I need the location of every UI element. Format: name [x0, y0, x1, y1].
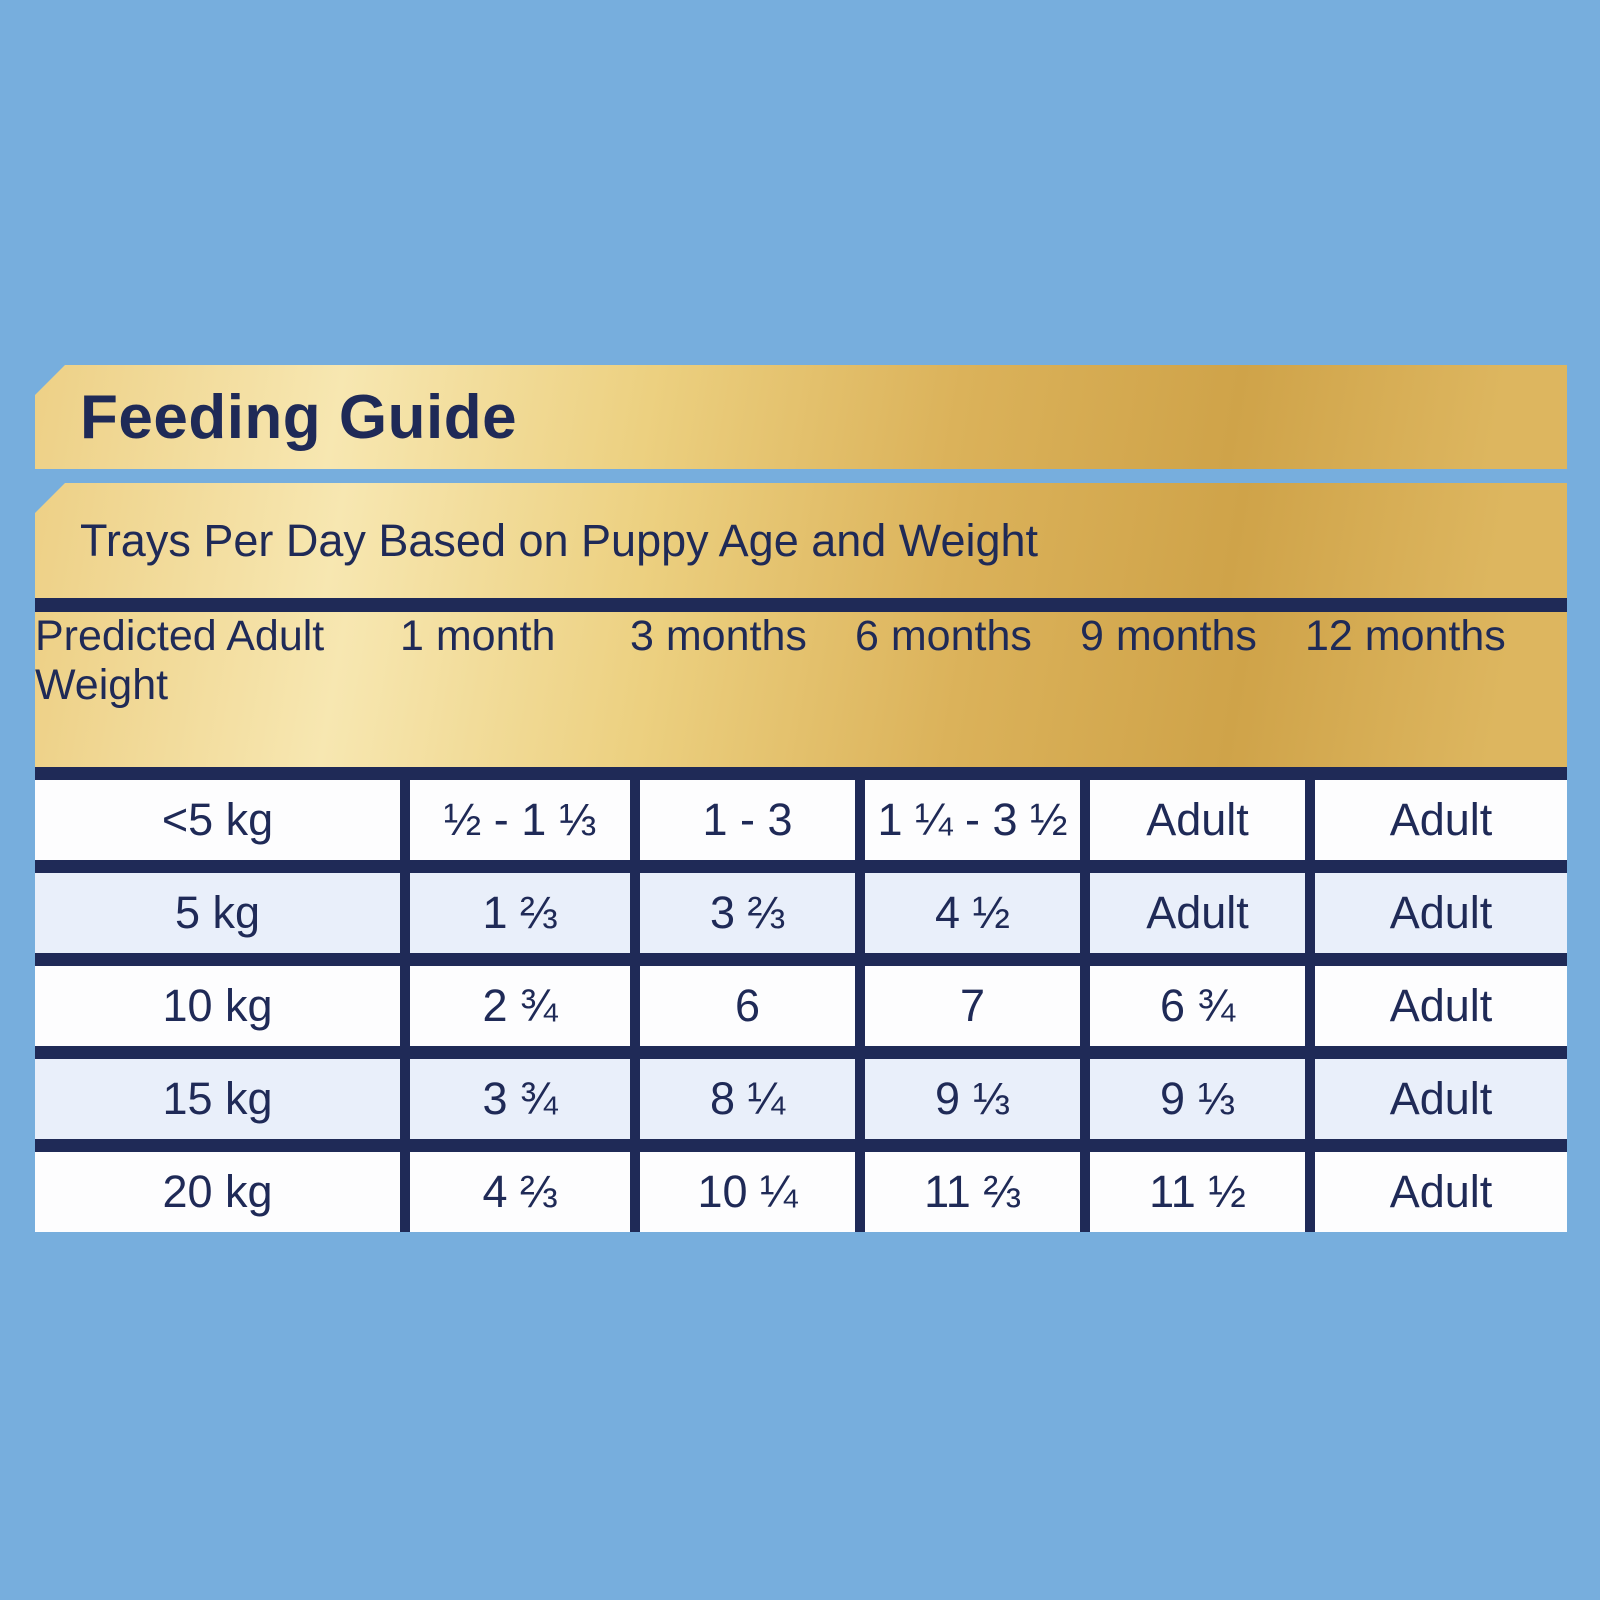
table-header-row: Predicted Adult Weight 1 month 3 months … [35, 598, 1567, 767]
trays-cell: 6 [630, 966, 855, 1046]
trays-cell: Adult [1080, 873, 1305, 953]
table-subtitle-banner: Trays Per Day Based on Puppy Age and Wei… [35, 483, 1567, 598]
trays-cell: Adult [1080, 780, 1305, 860]
table-row: 15 kg 3 ¾ 8 ¼ 9 ⅓ 9 ⅓ Adult [35, 1046, 1567, 1139]
trays-cell: Adult [1305, 1059, 1567, 1139]
trays-cell: 9 ⅓ [855, 1059, 1080, 1139]
trays-cell: 1 ¼ - 3 ½ [855, 780, 1080, 860]
trays-cell: Adult [1305, 1152, 1567, 1232]
header-1-month: 1 month [400, 612, 556, 660]
feeding-guide-banner: Feeding Guide [35, 365, 1567, 469]
trays-cell: 4 ½ [855, 873, 1080, 953]
page-title: Feeding Guide [80, 382, 518, 452]
table-row: 5 kg 1 ⅔ 3 ⅔ 4 ½ Adult Adult [35, 860, 1567, 953]
trays-cell: 4 ⅔ [400, 1152, 630, 1232]
header-predicted-adult-weight: Predicted Adult Weight [35, 612, 325, 709]
trays-cell: 11 ½ [1080, 1152, 1305, 1232]
trays-cell: 6 ¾ [1080, 966, 1305, 1046]
weight-cell: 10 kg [162, 980, 273, 1032]
weight-cell: 15 kg [162, 1073, 273, 1125]
weight-cell: 5 kg [174, 887, 261, 939]
trays-cell: 7 [855, 966, 1080, 1046]
trays-cell: 2 ¾ [400, 966, 630, 1046]
trays-cell: 8 ¼ [630, 1059, 855, 1139]
trays-cell: 10 ¼ [630, 1152, 855, 1232]
trays-cell: Adult [1305, 873, 1567, 953]
weight-cell: 20 kg [162, 1166, 273, 1218]
trays-cell: 3 ⅔ [630, 873, 855, 953]
trays-cell: 9 ⅓ [1080, 1059, 1305, 1139]
trays-cell: 3 ¾ [400, 1059, 630, 1139]
table-subtitle: Trays Per Day Based on Puppy Age and Wei… [80, 514, 1039, 566]
trays-cell: 1 ⅔ [400, 873, 630, 953]
trays-cell: 1 - 3 [630, 780, 855, 860]
table-row: 20 kg 4 ⅔ 10 ¼ 11 ⅔ 11 ½ Adult [35, 1139, 1567, 1232]
trays-cell: Adult [1305, 966, 1567, 1046]
header-12-months: 12 months [1305, 612, 1506, 660]
feeding-table-block: Trays Per Day Based on Puppy Age and Wei… [35, 483, 1567, 1232]
weight-cell: <5 kg [161, 794, 274, 846]
trays-cell: ½ - 1 ⅓ [400, 780, 630, 860]
header-9-months: 9 months [1080, 612, 1257, 660]
header-3-months: 3 months [630, 612, 807, 660]
trays-cell: 11 ⅔ [855, 1152, 1080, 1232]
table-row: <5 kg ½ - 1 ⅓ 1 - 3 1 ¼ - 3 ½ Adult Adul… [35, 767, 1567, 860]
table-row: 10 kg 2 ¾ 6 7 6 ¾ Adult [35, 953, 1567, 1046]
trays-cell: Adult [1305, 780, 1567, 860]
header-6-months: 6 months [855, 612, 1032, 660]
